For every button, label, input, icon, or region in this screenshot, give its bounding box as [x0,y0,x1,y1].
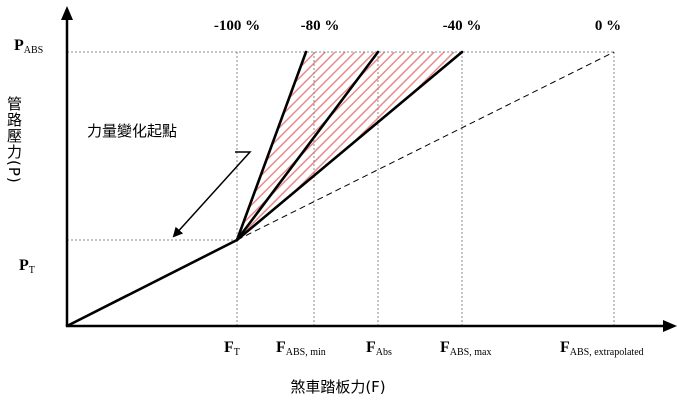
y-tick-p-abs-sub: ABS [24,45,43,56]
y-tick-p-abs: PABS [14,37,43,56]
top-label-zero: 0 % [595,18,621,34]
base-line [65,238,239,328]
x-ticks: FT FABS, min FAbs FABS, max FABS, extrap… [224,339,644,358]
y-tick-p-t: PT [19,257,35,276]
x-tick-f-t-main: F [224,339,234,356]
y-axis-arrow [61,6,73,20]
x-tick-f-abs: FAbs [366,339,392,358]
y-tick-p-abs-main: P [14,37,24,54]
x-tick-f-abs-max-main: F [440,339,450,356]
guide-lines [67,51,615,326]
annotation-pointer [172,151,252,238]
y-axis-label: 管路壓力(P) [5,96,23,184]
extrapolated-line [236,51,615,241]
x-tick-f-abs-sub: Abs [376,347,392,358]
line-minus-100 [235,50,308,242]
top-label-minus-40: -40 % [443,18,482,34]
line-minus-80 [235,50,380,242]
x-tick-f-abs-max: FABS, max [440,339,491,358]
y-tick-p-t-sub: T [29,265,35,276]
y-tick-p-t-main: P [19,257,29,274]
x-axis-arrow [663,320,677,332]
pressure-lines [65,50,464,328]
x-tick-f-t: FT [224,339,240,358]
x-tick-f-abs-min: FABS, min [276,339,326,358]
axes [61,6,677,332]
x-tick-f-abs-main: F [366,339,376,356]
top-labels: -100 % -80 % -40 % 0 % [214,18,621,34]
top-label-minus-100: -100 % [214,18,260,34]
annotation-label: 力量變化起點 [87,122,177,140]
x-tick-f-abs-extrapolated-main: F [560,339,570,356]
x-tick-f-abs-min-main: F [276,339,286,356]
line-minus-40 [235,50,464,242]
x-axis-label: 煞車踏板力(F) [290,378,385,396]
x-tick-f-abs-max-sub: ABS, max [450,347,492,358]
x-tick-f-t-sub: T [234,347,240,358]
top-label-minus-80: -80 % [301,18,340,34]
x-tick-f-abs-extrapolated: FABS, extrapolated [560,339,644,358]
x-tick-f-abs-extrapolated-sub: ABS, extrapolated [570,347,644,358]
x-tick-f-abs-min-sub: ABS, min [286,347,326,358]
